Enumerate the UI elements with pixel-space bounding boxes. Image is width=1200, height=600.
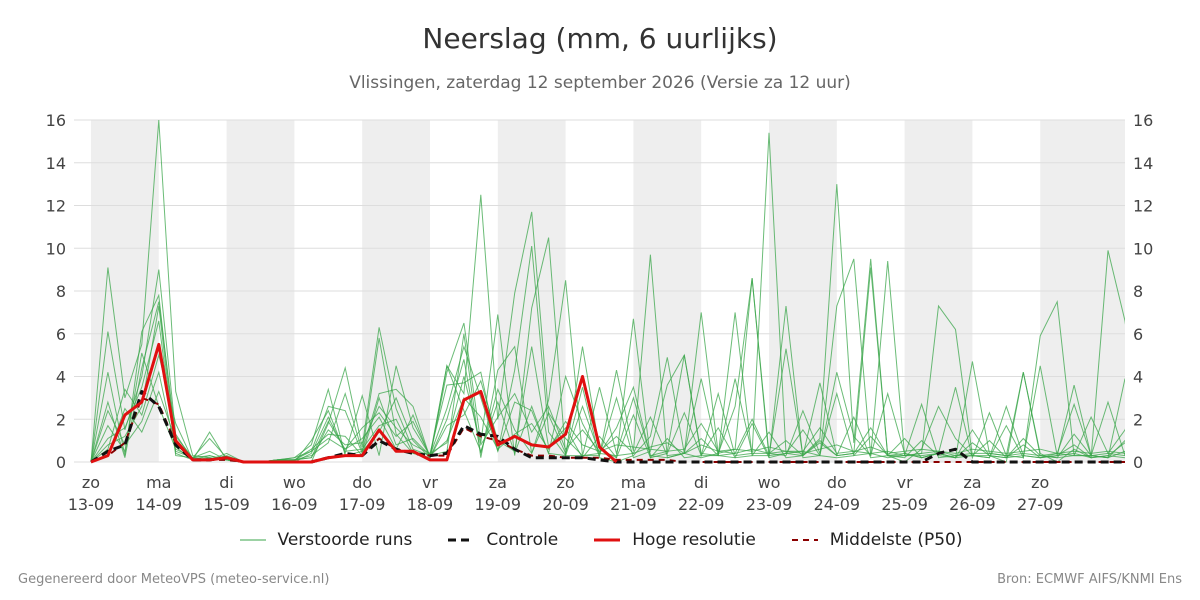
y-tick-label-left: 12 xyxy=(46,197,66,216)
x-tick-label-date: 26-09 xyxy=(949,495,996,514)
chart-subtitle: Vlissingen, zaterdag 12 september 2026 (… xyxy=(349,73,851,93)
high-resolution-line xyxy=(90,342,618,464)
x-tick-label-day: za xyxy=(489,473,507,492)
x-tick-label-day: za xyxy=(963,473,981,492)
legend-label: Middelste (P50) xyxy=(829,530,963,550)
y-tick-label-left: 14 xyxy=(46,154,66,173)
legend-swatch-perturbed-runs xyxy=(239,539,266,541)
y-tick-label-left: 10 xyxy=(46,239,66,258)
x-tick-label-date: 18-09 xyxy=(407,495,454,514)
y-tick-label-right: 0 xyxy=(1133,453,1143,472)
x-tick-label-day: do xyxy=(352,473,372,492)
x-tick-label-day: ma xyxy=(146,473,171,492)
x-tick-label-date: 19-09 xyxy=(475,495,522,514)
y-tick-label-right: 2 xyxy=(1133,410,1143,429)
x-tick-label-date: 25-09 xyxy=(881,495,928,514)
x-tick-label-date: 24-09 xyxy=(814,495,861,514)
y-tick-label-right: 6 xyxy=(1133,325,1143,344)
y-tick-label-right: 8 xyxy=(1133,282,1143,301)
y-tick-label-left: 4 xyxy=(56,368,66,387)
x-tick-label-date: 20-09 xyxy=(542,495,589,514)
legend-item-control[interactable]: Controle xyxy=(446,530,558,550)
x-tick-label-day: vr xyxy=(422,473,438,492)
x-tick-label-date: 27-09 xyxy=(1017,495,1064,514)
x-tick-label-date: 22-09 xyxy=(678,495,725,514)
legend-label: Hoge resolutie xyxy=(632,530,756,550)
x-tick-label-date: 17-09 xyxy=(339,495,386,514)
legend-label: Controle xyxy=(486,530,559,550)
y-tick-label-right: 10 xyxy=(1133,239,1153,258)
legend-item-high-resolution[interactable]: Hoge resolutie xyxy=(592,530,756,550)
x-tick-label-day: di xyxy=(219,473,234,492)
legend-swatch-control xyxy=(448,538,475,542)
x-tick-label-day: vr xyxy=(897,473,913,492)
x-tick-label-date: 23-09 xyxy=(746,495,793,514)
y-tick-label-left: 16 xyxy=(46,111,66,130)
chart-legend: Verstoorde runs Controle Hoge resolutie … xyxy=(0,530,1200,550)
y-tick-label-left: 0 xyxy=(56,453,66,472)
y-tick-label-right: 12 xyxy=(1133,197,1153,216)
y-tick-label-left: 6 xyxy=(56,325,66,344)
footer-source: Bron: ECMWF AIFS/KNMI Ens xyxy=(997,572,1182,587)
y-tick-label-left: 2 xyxy=(56,410,66,429)
x-tick-label-date: 15-09 xyxy=(203,495,250,514)
x-tick-label-day: di xyxy=(694,473,709,492)
x-tick-label-date: 16-09 xyxy=(271,495,318,514)
chart-title: Neerslag (mm, 6 uurlijks) xyxy=(422,22,778,55)
x-tick-label-day: wo xyxy=(758,473,781,492)
x-tick-label-date: 13-09 xyxy=(68,495,115,514)
x-tick-label-day: do xyxy=(827,473,847,492)
footer-generated-by: Gegenereerd door MeteoVPS (meteo-service… xyxy=(18,572,330,587)
x-tick-label-date: 14-09 xyxy=(136,495,183,514)
legend-swatch-median xyxy=(791,539,818,541)
y-tick-label-right: 16 xyxy=(1133,111,1153,130)
x-tick-label-day: ma xyxy=(621,473,646,492)
x-tick-label-day: zo xyxy=(557,473,575,492)
x-tick-label-day: zo xyxy=(82,473,100,492)
legend-swatch-high-resolution xyxy=(594,538,621,542)
legend-label: Verstoorde runs xyxy=(277,530,413,550)
y-tick-label-right: 4 xyxy=(1133,368,1143,387)
y-tick-label-left: 8 xyxy=(56,282,66,301)
x-tick-label-day: wo xyxy=(283,473,306,492)
legend-item-median[interactable]: Middelste (P50) xyxy=(790,530,963,550)
x-tick-label-day: zo xyxy=(1031,473,1049,492)
x-tick-label-date: 21-09 xyxy=(610,495,657,514)
y-tick-label-right: 14 xyxy=(1133,154,1153,173)
legend-item-perturbed-runs[interactable]: Verstoorde runs xyxy=(238,530,413,550)
